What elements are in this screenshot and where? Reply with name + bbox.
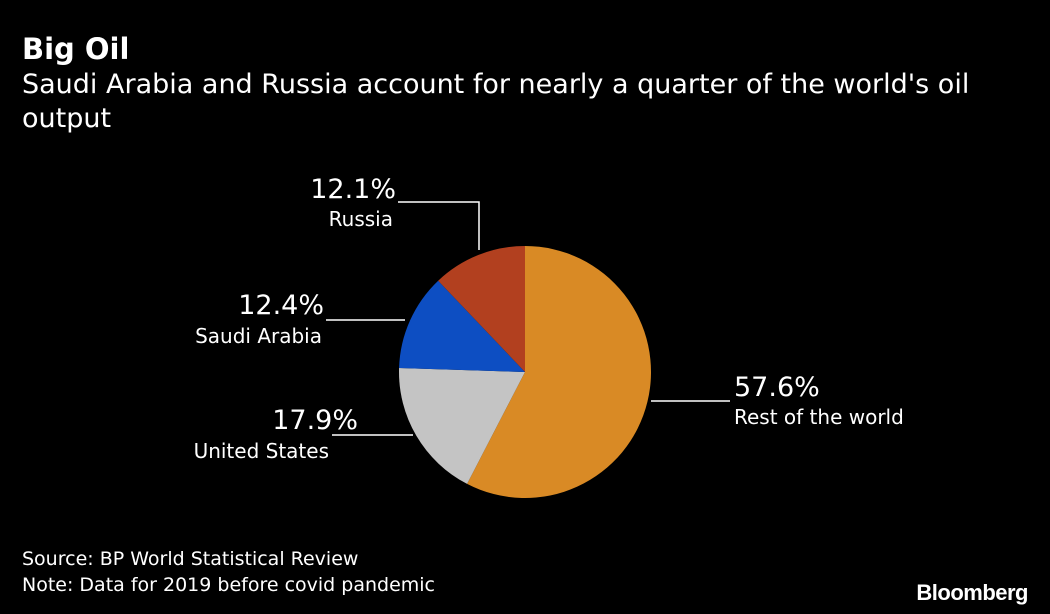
pie-slices xyxy=(399,246,651,498)
pie-slice-united-states xyxy=(399,368,525,484)
bloomberg-logo: Bloomberg xyxy=(916,580,1028,605)
slice-value-label: 12.1% xyxy=(310,174,396,205)
pie-slice-saudi-arabia xyxy=(399,280,525,372)
chart-title: Big Oil xyxy=(22,32,130,66)
slice-name-label: Saudi Arabia xyxy=(195,324,322,348)
slice-name-label: United States xyxy=(194,439,329,463)
chart-footer: Source: BP World Statistical Review Note… xyxy=(22,546,435,598)
pie-slice-rest-of-the-world xyxy=(467,246,651,498)
data-note: Note: Data for 2019 before covid pandemi… xyxy=(22,574,435,596)
slice-value-label: 17.9% xyxy=(272,405,358,436)
source-note: Source: BP World Statistical Review xyxy=(22,548,359,570)
chart-subtitle: Saudi Arabia and Russia account for near… xyxy=(22,69,970,134)
leader-line xyxy=(398,201,480,250)
slice-name-label: Rest of the world xyxy=(734,405,904,429)
slice-value-label: 12.4% xyxy=(238,290,324,321)
slice-value-label: 57.6% xyxy=(734,372,820,403)
slice-labels: 57.6%Rest of the world 17.9% United States… xyxy=(194,174,904,463)
leader-lines xyxy=(326,201,730,436)
pie-slice-russia xyxy=(438,246,525,372)
slice-name-label: Russia xyxy=(329,207,393,231)
